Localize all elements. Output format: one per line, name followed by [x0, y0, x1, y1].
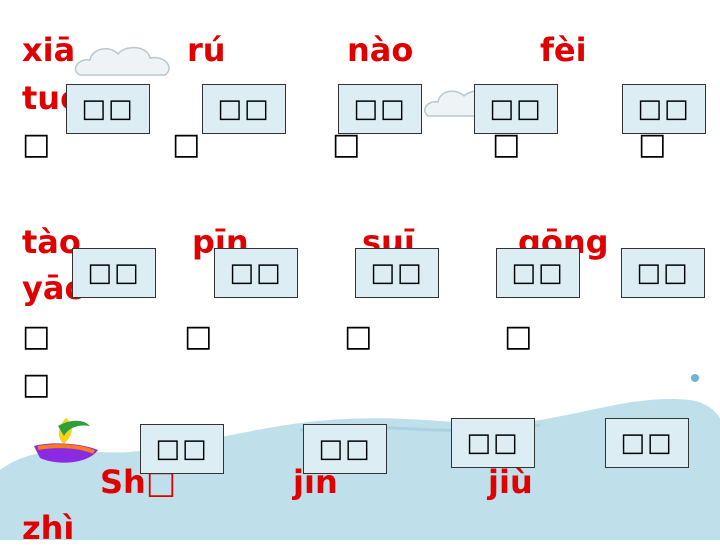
answer-card[interactable]: □□	[303, 424, 387, 474]
answer-card[interactable]: □□	[202, 84, 286, 134]
answer-slot: □	[172, 127, 201, 162]
answer-card[interactable]: □□	[214, 248, 298, 298]
pinyin-xia: xiā	[22, 31, 76, 69]
pinyin-shu-text: Sh	[100, 463, 146, 501]
answer-slot: □	[22, 367, 51, 402]
pinyin-jiu: jiù	[488, 463, 533, 501]
answer-card[interactable]: □□	[451, 418, 535, 468]
answer-slot: □	[504, 319, 533, 354]
cloud-icon	[74, 46, 170, 76]
pinyin-ru: rú	[187, 31, 226, 69]
pinyin-zhi: zhì	[22, 509, 75, 547]
answer-slot: □	[638, 127, 667, 162]
answer-slot: □	[22, 127, 51, 162]
answer-slot: □	[332, 127, 361, 162]
answer-slot: □	[184, 319, 213, 354]
answer-card[interactable]: □□	[605, 418, 689, 468]
answer-card[interactable]: □□	[72, 248, 156, 298]
pinyin-tao: tào	[22, 223, 81, 261]
answer-card[interactable]: □□	[496, 248, 580, 298]
answer-card[interactable]: □□	[622, 84, 706, 134]
bubble-icon	[691, 374, 699, 382]
answer-card[interactable]: □□	[66, 84, 150, 134]
answer-card[interactable]: □□	[355, 248, 439, 298]
pinyin-fei: fèi	[540, 31, 587, 69]
answer-slot: □	[344, 319, 373, 354]
answer-card[interactable]: □□	[621, 248, 705, 298]
answer-slot: □	[22, 319, 51, 354]
sailboat-logo-icon	[34, 418, 98, 463]
pinyin-nao: nào	[347, 31, 414, 69]
answer-card[interactable]: □□	[338, 84, 422, 134]
answer-card[interactable]: □□	[474, 84, 558, 134]
answer-slot: □	[492, 127, 521, 162]
answer-card[interactable]: □□	[140, 424, 224, 474]
